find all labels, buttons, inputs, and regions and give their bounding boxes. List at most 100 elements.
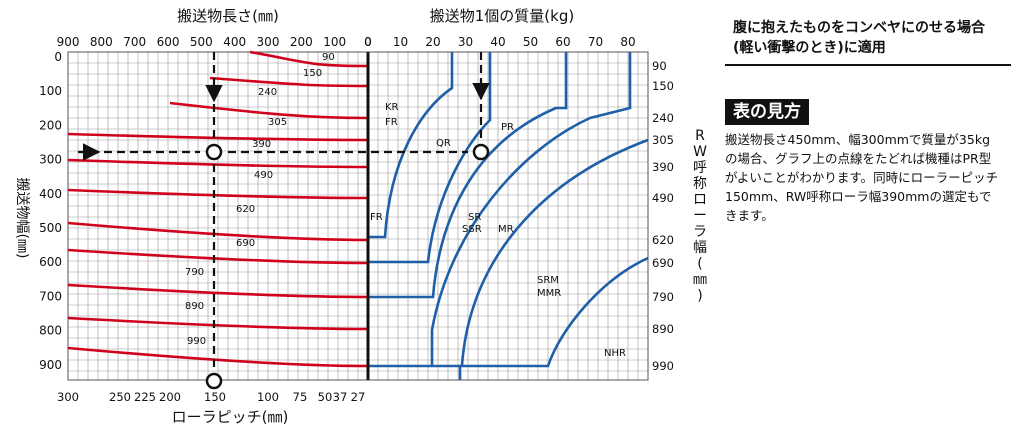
roller-width-curve	[67, 188, 369, 200]
pitch-tick-label: 37	[333, 390, 348, 404]
rw-tick-label: 305	[652, 133, 674, 147]
width-tick-label: 700	[39, 289, 62, 303]
rw-tick-label: 620	[652, 233, 674, 247]
model-limit-curve	[368, 52, 492, 264]
roller-width-curve	[67, 316, 369, 331]
width-tick-label: 0	[54, 50, 62, 64]
rw-tick-label: 690	[652, 256, 674, 270]
model-label: SSR	[462, 224, 482, 235]
rw-curve-label: 790	[185, 267, 204, 278]
width-tick-label: 100	[39, 84, 62, 98]
pitch-tick-label: 50	[318, 390, 333, 404]
length-tick-label: 600	[157, 35, 180, 49]
model-limit-curve	[460, 138, 649, 366]
mass-tick-label: 20	[425, 35, 440, 49]
model-label: MR	[498, 224, 514, 235]
rw-curve-label: 690	[236, 238, 255, 249]
rw-axis-title-char: ラ	[693, 224, 707, 240]
width-tick-label: 600	[39, 255, 62, 269]
model-limit-curve	[368, 52, 568, 299]
model-label: NHR	[604, 348, 626, 359]
mass-tick-label: 30	[458, 35, 473, 49]
width-tick-label: 400	[39, 187, 62, 201]
length-tick-label: 300	[257, 35, 280, 49]
width-axis-title: 搬送物幅(㎜)	[14, 178, 30, 259]
length-tick-label: 0	[364, 35, 372, 49]
rw-axis-title-char: 幅	[693, 240, 707, 256]
chart-axes: 900 800 700 600 500 400 300 200 100 0 0 10 20 30 40 50 6…	[39, 35, 707, 404]
model-label: FR	[385, 117, 398, 128]
length-tick-label: 500	[190, 35, 213, 49]
rw-curve-label: 240	[258, 87, 277, 98]
plot-frame	[67, 51, 649, 381]
model-label: FR	[370, 212, 383, 223]
roller-width-curve	[67, 221, 369, 242]
length-tick-label: 100	[323, 35, 346, 49]
example-point-pitch	[205, 372, 223, 390]
rw-curve-label: 90	[322, 52, 335, 63]
example-point-length-width	[205, 143, 223, 161]
mass-tick-label: 40	[490, 35, 505, 49]
rw-axis-title-char: W	[693, 144, 707, 160]
rw-tick-label: 90	[652, 59, 667, 73]
length-axis-title: 搬送物長さ(㎜)	[177, 7, 279, 25]
rw-curve-label: 150	[303, 68, 322, 79]
width-tick-label: 900	[39, 358, 62, 372]
mass-tick-label: 50	[523, 35, 538, 49]
model-limit-curve	[430, 52, 632, 365]
example-point-mass	[472, 143, 490, 161]
chart-grid	[67, 51, 649, 381]
rw-curve-label: 490	[254, 170, 273, 181]
how-to-read-text: 搬送物長さ450mm、幅300mmで質量が35kgの場合、グラフ上の点線をたどれ…	[725, 132, 999, 223]
roller-width-curve	[67, 132, 369, 142]
rw-tick-label: 390	[652, 160, 674, 174]
roller-width-curve	[67, 158, 369, 169]
mass-tick-label: 10	[393, 35, 408, 49]
model-limit-curves	[368, 52, 649, 380]
mass-tick-label: 60	[555, 35, 570, 49]
length-tick-label: 200	[290, 35, 313, 49]
length-tick-label: 800	[90, 35, 113, 49]
roller-width-curve	[209, 76, 369, 88]
length-tick-label: 400	[223, 35, 246, 49]
pitch-tick-label: 300	[57, 390, 79, 404]
how-to-read-title: 表の見方	[725, 99, 809, 125]
length-tick-label: 900	[57, 35, 80, 49]
rw-axis-title-char: )	[697, 288, 702, 304]
rw-tick-label: 240	[652, 111, 674, 125]
rw-curve-label: 390	[252, 139, 271, 150]
rw-tick-label: 990	[652, 359, 674, 373]
width-tick-label: 300	[39, 153, 62, 167]
rw-axis-title-char: (	[697, 256, 702, 272]
rw-curve-label: 990	[187, 336, 206, 347]
model-limit-curve	[368, 52, 454, 239]
rw-axis-title-char: R	[695, 128, 705, 144]
rw-axis-title-char: ㎜	[693, 272, 707, 288]
pitch-tick-label: 250	[109, 390, 131, 404]
width-tick-label: 500	[39, 221, 62, 235]
roller-width-curve	[67, 346, 369, 368]
rw-curve-label: 890	[185, 301, 204, 312]
rw-tick-label: 150	[652, 79, 674, 93]
rw-curve-label: 620	[236, 204, 255, 215]
model-label: SRM	[537, 275, 559, 286]
mass-tick-label: 80	[620, 35, 635, 49]
pitch-tick-label: 75	[293, 390, 308, 404]
roller-width-curve	[169, 101, 369, 120]
rw-tick-label: 490	[652, 191, 674, 205]
pitch-tick-label: 27	[351, 390, 366, 404]
rw-tick-label: 890	[652, 322, 674, 336]
application-note: 腹に抱えたものをコンベヤにのせる場合(軽い衝撃のとき)に適用	[725, 12, 1011, 66]
model-limit-curve	[368, 256, 649, 368]
mass-tick-label: 70	[588, 35, 603, 49]
model-label: MMR	[537, 288, 561, 299]
length-tick-label: 700	[123, 35, 146, 49]
model-label: PR	[501, 122, 514, 133]
rw-axis-title-char: 呼	[693, 160, 707, 176]
roller-width-curve	[67, 283, 369, 299]
pitch-tick-label: 225	[134, 390, 156, 404]
rw-curve-label: 305	[268, 117, 287, 128]
